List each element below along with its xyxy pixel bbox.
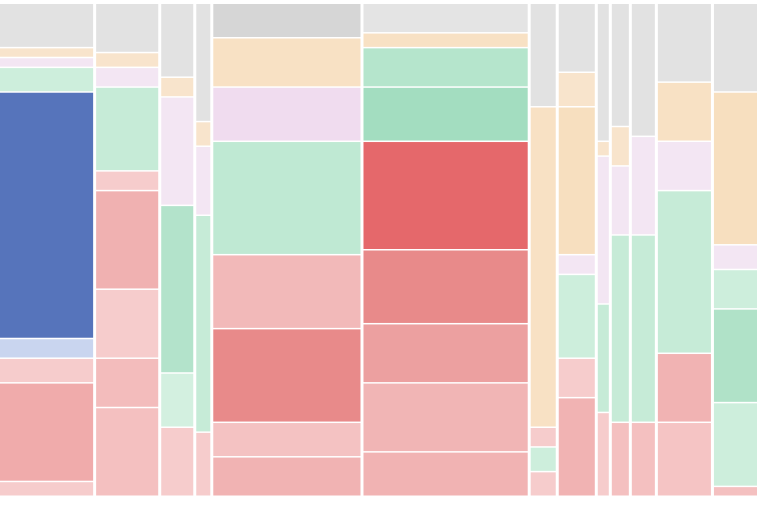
mosaic-cell <box>213 38 361 87</box>
mosaic-cell <box>0 68 94 92</box>
mosaic-cell <box>196 215 211 432</box>
mosaic-cell <box>611 166 629 235</box>
mosaic-cell <box>363 250 528 323</box>
mosaic-cell <box>611 423 629 496</box>
mosaic-cell <box>530 107 556 427</box>
mosaic-cell <box>597 156 609 304</box>
mosaic-cell <box>363 48 528 87</box>
mosaic-cell <box>196 146 211 215</box>
mosaic-cell <box>161 4 194 77</box>
mosaic-cell <box>213 423 361 457</box>
mosaic-cell <box>96 68 159 87</box>
mosaic-cell <box>631 4 655 136</box>
mosaic-cell <box>161 427 194 496</box>
mosaic-cell <box>713 92 757 245</box>
mosaic-cell <box>631 137 655 235</box>
mosaic-cell <box>363 324 528 383</box>
mosaic-cell <box>713 487 757 496</box>
mosaic-cell <box>558 398 595 496</box>
mosaic-cell <box>530 472 556 496</box>
mosaic-cell <box>657 4 711 82</box>
mosaic-cell <box>713 403 757 486</box>
mosaic-cell <box>0 339 94 358</box>
mosaic-cell <box>713 270 757 309</box>
mosaic-cell <box>96 358 159 407</box>
mosaic-cell <box>196 432 211 496</box>
mosaic-cell <box>363 142 528 249</box>
mosaic-cell <box>213 255 361 328</box>
mosaic-cell <box>657 82 711 141</box>
mosaic-cell <box>363 33 528 47</box>
mosaic-cell <box>657 142 711 190</box>
mosaic-cell <box>161 373 194 427</box>
mosaic-cell <box>657 354 711 422</box>
mosaic-cell <box>558 4 595 72</box>
mosaic-cell <box>213 142 361 254</box>
mosaic-cell <box>213 4 361 38</box>
mosaic-cell <box>530 447 556 471</box>
mosaic-cell <box>657 191 711 353</box>
mosaic-cell <box>558 358 595 397</box>
mosaic-cell <box>558 107 595 254</box>
mosaic-cell <box>96 191 159 289</box>
mosaic-cell <box>0 58 94 67</box>
mosaic-cell <box>363 4 528 33</box>
mosaic-cell <box>161 77 194 97</box>
mosaic-cell <box>96 53 159 67</box>
mosaic-cell <box>0 482 94 496</box>
mosaic-cell <box>196 4 211 121</box>
mosaic-cell <box>161 206 194 373</box>
mosaic-cell <box>0 48 94 57</box>
mosaic-cell <box>0 92 94 338</box>
mosaic-cell <box>558 255 595 274</box>
mosaic-cell <box>611 4 629 126</box>
mosaic-cell <box>0 383 94 481</box>
mosaic-cell <box>96 87 159 171</box>
mosaic-cell <box>597 413 609 496</box>
mosaic-cell <box>196 122 211 146</box>
mosaic-cell <box>96 4 159 52</box>
mosaic-cell <box>611 235 629 422</box>
mosaic-cell <box>96 171 159 190</box>
mosaic-cell <box>530 427 556 447</box>
mosaic-cell <box>213 329 361 422</box>
mosaic-cell <box>96 289 159 358</box>
mosaic-cell <box>657 423 711 496</box>
mosaic-cell <box>363 383 528 452</box>
mosaic-cell <box>0 358 94 383</box>
mosaic-cell <box>213 457 361 496</box>
mosaic-cell <box>161 97 194 205</box>
mosaic-cell <box>558 73 595 107</box>
mosaic-cell <box>597 142 609 156</box>
mosaic-cell <box>713 245 757 269</box>
mosaic-cell <box>558 275 595 358</box>
mosaic-cell <box>363 452 528 496</box>
mosaic-cell <box>530 4 556 107</box>
mosaic-cell <box>597 304 609 412</box>
mosaic-cell <box>96 408 159 496</box>
mosaic-cell <box>597 4 609 141</box>
mosaic-cell <box>611 127 629 166</box>
mosaic-cell <box>213 87 361 141</box>
mosaic-cell <box>363 87 528 141</box>
mosaic-cell <box>631 423 655 496</box>
mosaic-cell <box>713 4 757 92</box>
mosaic-cell <box>0 4 94 47</box>
mosaic-cell <box>631 235 655 422</box>
mosaic-cell <box>713 309 757 402</box>
